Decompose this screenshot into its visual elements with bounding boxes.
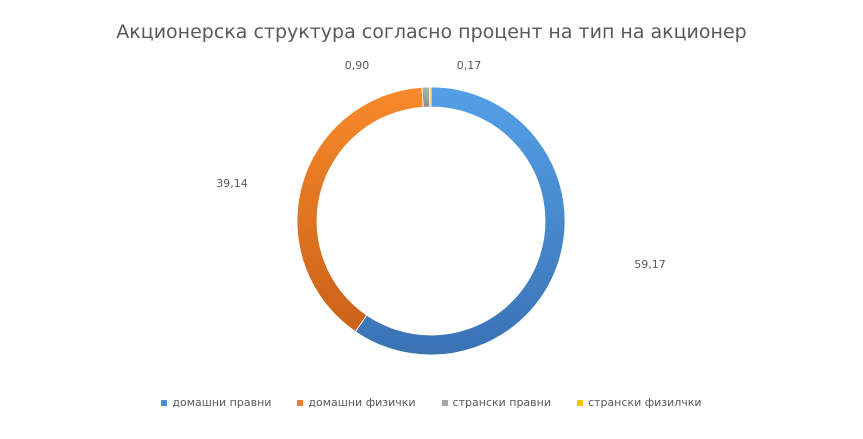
legend-label-1: домашни правни: [172, 396, 272, 409]
legend-swatch-2: [297, 399, 304, 406]
legend-swatch-1: [161, 399, 168, 406]
slice-2: [296, 86, 424, 333]
legend-label-2: домашни физички: [308, 396, 416, 409]
slice-1: [354, 86, 566, 356]
legend-item-2: домашни физички: [297, 396, 416, 409]
legend-item-1: домашни правни: [161, 396, 271, 409]
legend-item-3: странски правни: [441, 396, 551, 409]
legend-swatch-4: [577, 399, 583, 406]
slice-4: [429, 86, 432, 108]
legend-label-4: странски физилчки: [588, 396, 702, 409]
slice-3: [421, 86, 431, 108]
chart-title: Акционерска структура согласно процент н…: [116, 21, 747, 43]
legend-swatch-3: [441, 399, 448, 406]
legend-label-3: странски правни: [452, 396, 551, 409]
data-label-3: 0,90: [345, 59, 370, 72]
chart-legend: домашни правни домашни физички странски пр…: [0, 396, 863, 409]
data-label-1: 59,17: [634, 258, 666, 271]
data-label-4: 0,17: [457, 59, 482, 72]
data-label-2: 39,14: [216, 177, 248, 190]
legend-item-4: странски физилчки: [577, 396, 702, 409]
